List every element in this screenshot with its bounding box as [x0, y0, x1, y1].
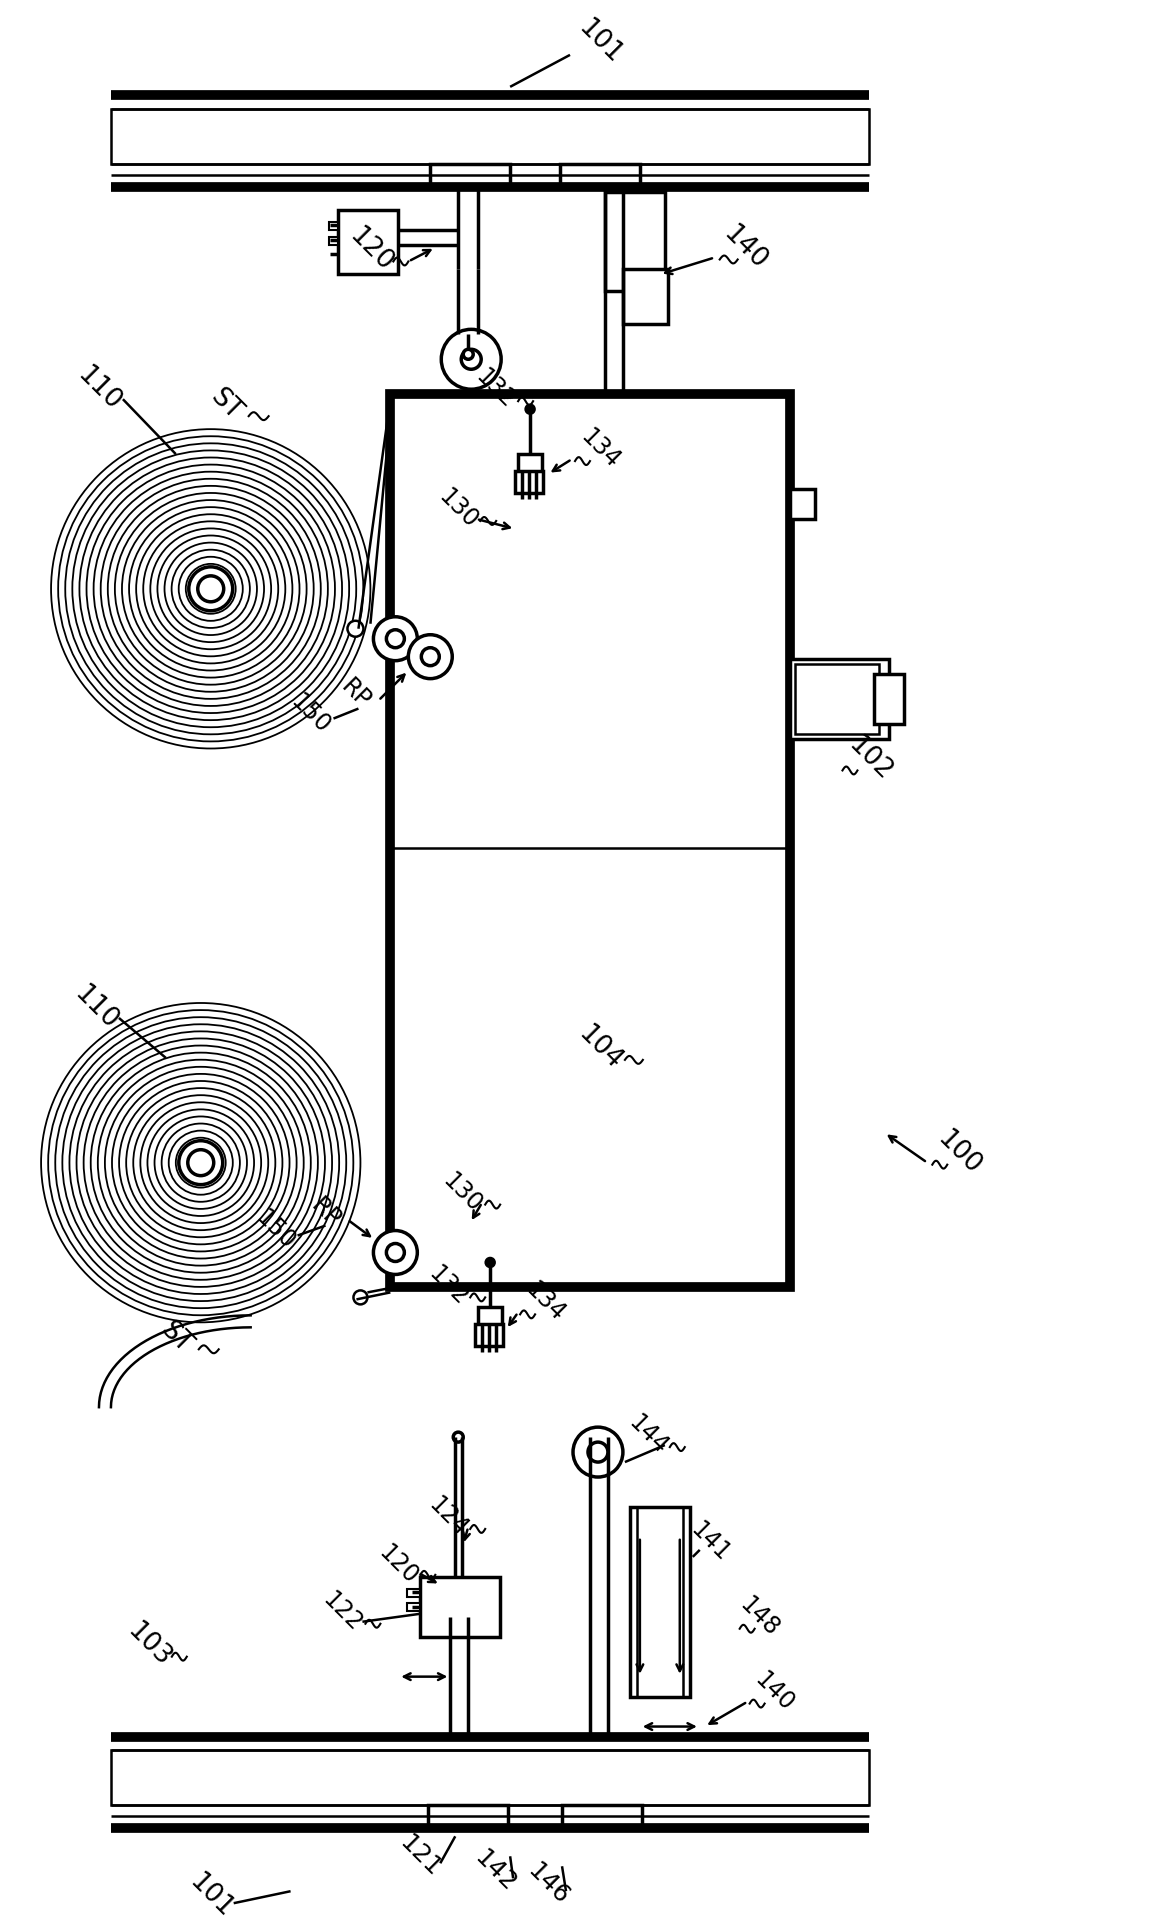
- Text: 134: 134: [521, 1278, 569, 1326]
- Text: 124: 124: [423, 1492, 472, 1542]
- Circle shape: [441, 330, 501, 390]
- Text: 102: 102: [842, 731, 897, 786]
- Circle shape: [374, 1231, 418, 1274]
- Text: 140: 140: [717, 220, 772, 274]
- Text: 141: 141: [685, 1517, 734, 1567]
- Text: 146: 146: [523, 1859, 574, 1909]
- Circle shape: [588, 1442, 607, 1463]
- Bar: [875, 674, 905, 724]
- Text: 150: 150: [251, 1204, 300, 1254]
- Circle shape: [486, 1258, 494, 1266]
- Bar: [795, 664, 879, 733]
- Circle shape: [198, 575, 223, 602]
- Circle shape: [353, 1291, 368, 1305]
- Circle shape: [347, 621, 363, 637]
- Bar: [420, 1577, 500, 1637]
- Bar: [560, 164, 640, 187]
- Text: 110: 110: [69, 980, 123, 1034]
- Bar: [111, 108, 869, 164]
- Circle shape: [386, 1243, 404, 1262]
- Text: 142: 142: [470, 1845, 521, 1897]
- Bar: [518, 454, 543, 473]
- Bar: [329, 237, 339, 245]
- Text: RP: RP: [336, 674, 375, 712]
- Circle shape: [386, 629, 404, 648]
- Text: 120: 120: [374, 1540, 422, 1588]
- Text: 130: 130: [437, 1168, 487, 1218]
- Bar: [329, 222, 339, 230]
- Bar: [478, 1307, 502, 1326]
- Text: 132: 132: [471, 365, 519, 413]
- Bar: [562, 1805, 642, 1828]
- Bar: [339, 210, 398, 274]
- Circle shape: [189, 567, 233, 610]
- Bar: [789, 488, 815, 519]
- Circle shape: [187, 1150, 214, 1175]
- Circle shape: [463, 349, 473, 359]
- Text: RP: RP: [307, 1193, 345, 1231]
- Bar: [430, 164, 510, 187]
- Bar: [390, 394, 789, 1287]
- Text: 100: 100: [933, 1125, 986, 1179]
- Bar: [629, 1507, 690, 1696]
- Bar: [111, 1751, 869, 1805]
- Text: 104: 104: [573, 1021, 627, 1075]
- Circle shape: [408, 635, 452, 679]
- Bar: [476, 1324, 503, 1347]
- Text: 148: 148: [735, 1592, 784, 1640]
- Text: ST: ST: [155, 1316, 197, 1359]
- Circle shape: [462, 349, 481, 369]
- Text: 110: 110: [72, 363, 126, 417]
- Text: 120: 120: [344, 222, 397, 276]
- Text: 140: 140: [750, 1668, 799, 1716]
- Bar: [407, 1602, 420, 1612]
- Text: 101: 101: [184, 1870, 237, 1922]
- Circle shape: [421, 648, 440, 666]
- Bar: [407, 1588, 420, 1596]
- Circle shape: [526, 405, 535, 413]
- Circle shape: [454, 1432, 463, 1442]
- Bar: [622, 270, 668, 324]
- Bar: [515, 471, 543, 492]
- Circle shape: [179, 1141, 222, 1185]
- Text: 122: 122: [318, 1586, 367, 1637]
- Text: 134: 134: [575, 425, 625, 473]
- Text: 150: 150: [286, 689, 336, 737]
- Text: ST: ST: [205, 384, 246, 425]
- Text: 121: 121: [395, 1832, 445, 1882]
- Bar: [789, 658, 890, 739]
- Bar: [605, 191, 665, 291]
- Text: 130: 130: [434, 484, 482, 533]
- Circle shape: [374, 618, 418, 660]
- Text: 103: 103: [121, 1617, 176, 1671]
- Text: 101: 101: [573, 15, 627, 69]
- Text: 144: 144: [624, 1411, 672, 1459]
- Bar: [428, 1805, 508, 1828]
- Circle shape: [573, 1426, 622, 1476]
- Text: 132: 132: [423, 1260, 472, 1310]
